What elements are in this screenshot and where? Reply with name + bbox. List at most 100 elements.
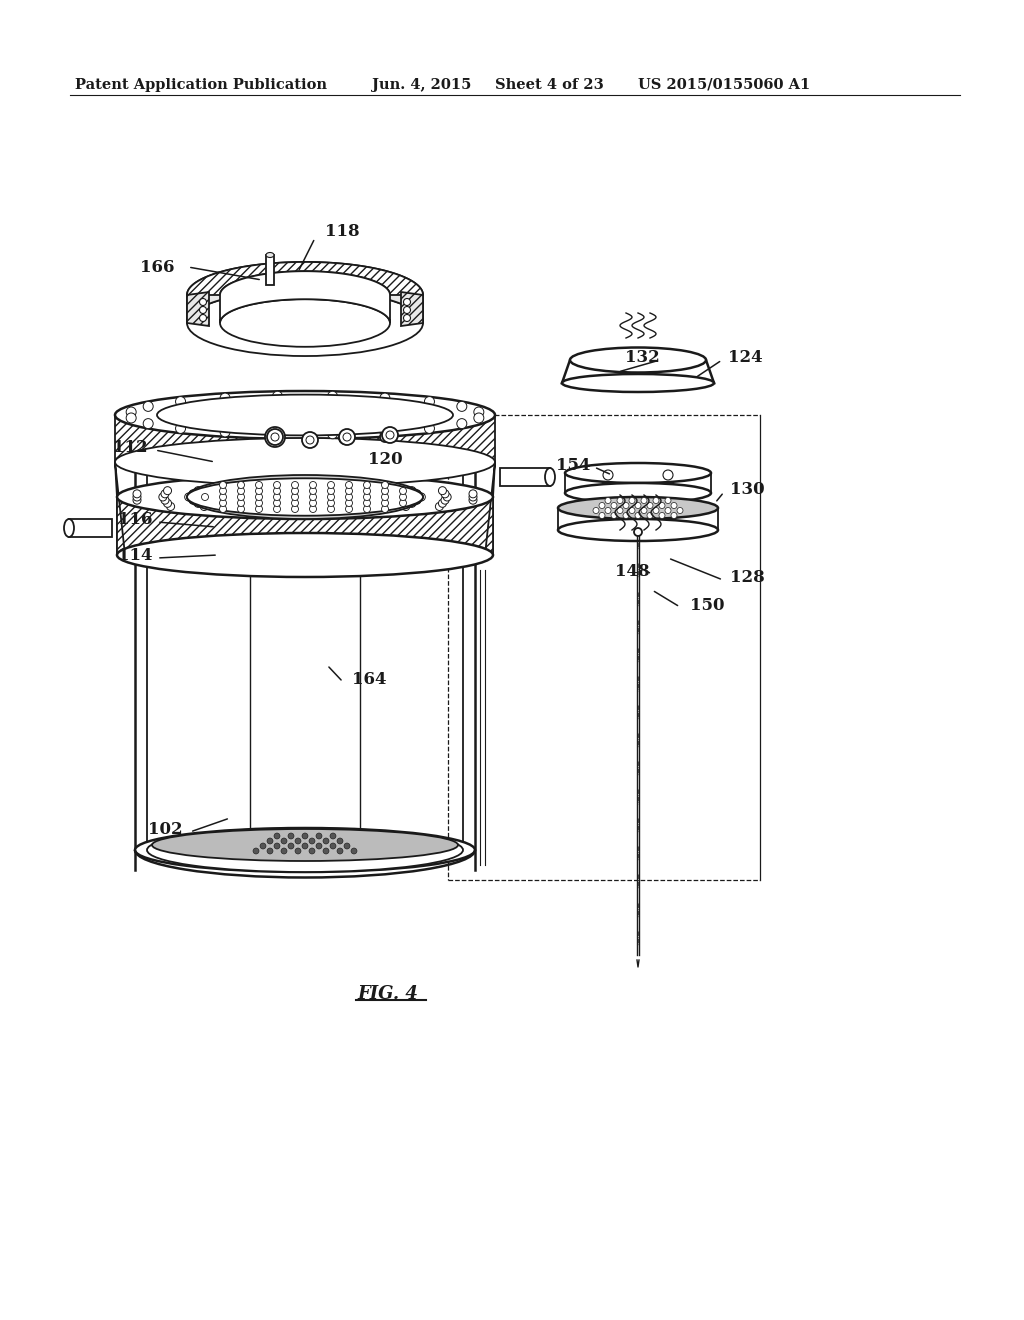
Text: 112: 112 bbox=[114, 440, 148, 457]
Text: 118: 118 bbox=[325, 223, 359, 240]
Circle shape bbox=[273, 494, 281, 500]
Circle shape bbox=[200, 314, 207, 322]
Circle shape bbox=[611, 503, 617, 508]
Circle shape bbox=[273, 499, 281, 507]
Circle shape bbox=[369, 503, 376, 511]
Circle shape bbox=[347, 487, 355, 495]
Circle shape bbox=[380, 393, 390, 403]
Circle shape bbox=[220, 393, 230, 403]
Circle shape bbox=[256, 494, 262, 500]
Ellipse shape bbox=[570, 347, 706, 372]
Circle shape bbox=[364, 487, 371, 495]
Circle shape bbox=[237, 492, 245, 502]
Ellipse shape bbox=[187, 475, 423, 519]
Circle shape bbox=[441, 496, 449, 504]
Circle shape bbox=[611, 512, 617, 519]
Circle shape bbox=[309, 506, 316, 512]
Circle shape bbox=[653, 498, 659, 503]
Circle shape bbox=[385, 496, 393, 504]
Circle shape bbox=[274, 833, 280, 840]
Circle shape bbox=[309, 487, 316, 495]
Circle shape bbox=[301, 503, 309, 511]
Text: 120: 120 bbox=[368, 451, 402, 469]
Text: 166: 166 bbox=[140, 259, 175, 276]
Circle shape bbox=[271, 433, 279, 441]
Circle shape bbox=[220, 426, 230, 437]
Circle shape bbox=[603, 470, 613, 480]
Circle shape bbox=[265, 426, 285, 447]
Circle shape bbox=[295, 847, 301, 854]
Circle shape bbox=[337, 847, 343, 854]
Text: 114: 114 bbox=[118, 546, 152, 564]
Circle shape bbox=[391, 492, 399, 502]
Circle shape bbox=[329, 490, 337, 498]
Polygon shape bbox=[69, 519, 112, 537]
Circle shape bbox=[345, 494, 352, 500]
Circle shape bbox=[274, 843, 280, 849]
Circle shape bbox=[255, 499, 263, 507]
Circle shape bbox=[378, 499, 385, 507]
Circle shape bbox=[382, 487, 388, 495]
Ellipse shape bbox=[266, 252, 274, 257]
Text: 124: 124 bbox=[728, 350, 763, 367]
Circle shape bbox=[653, 507, 659, 513]
Circle shape bbox=[647, 503, 653, 508]
Circle shape bbox=[184, 492, 193, 502]
Circle shape bbox=[281, 838, 287, 843]
Circle shape bbox=[159, 492, 167, 502]
Circle shape bbox=[593, 507, 599, 513]
Circle shape bbox=[441, 490, 449, 498]
Circle shape bbox=[399, 499, 407, 507]
Circle shape bbox=[401, 503, 410, 511]
Circle shape bbox=[385, 490, 393, 498]
Circle shape bbox=[133, 496, 141, 504]
Circle shape bbox=[659, 512, 665, 519]
Circle shape bbox=[344, 843, 350, 849]
Circle shape bbox=[267, 838, 273, 843]
Text: 132: 132 bbox=[626, 350, 660, 367]
Polygon shape bbox=[115, 414, 495, 462]
Circle shape bbox=[418, 492, 425, 502]
Circle shape bbox=[245, 490, 253, 498]
Circle shape bbox=[399, 487, 407, 495]
Circle shape bbox=[272, 391, 283, 401]
Circle shape bbox=[323, 847, 329, 854]
Circle shape bbox=[292, 499, 299, 507]
Circle shape bbox=[302, 432, 318, 447]
Circle shape bbox=[292, 506, 299, 512]
Circle shape bbox=[382, 506, 388, 512]
Circle shape bbox=[175, 396, 185, 407]
Circle shape bbox=[273, 506, 281, 512]
Circle shape bbox=[605, 498, 611, 503]
Circle shape bbox=[301, 490, 309, 498]
Circle shape bbox=[634, 528, 642, 536]
Circle shape bbox=[161, 496, 169, 504]
Circle shape bbox=[623, 503, 629, 508]
Circle shape bbox=[425, 396, 434, 407]
Circle shape bbox=[340, 492, 348, 502]
Circle shape bbox=[617, 498, 623, 503]
Circle shape bbox=[200, 298, 207, 305]
Polygon shape bbox=[220, 271, 390, 323]
Circle shape bbox=[403, 298, 411, 305]
Circle shape bbox=[189, 496, 197, 504]
Circle shape bbox=[167, 503, 175, 511]
Circle shape bbox=[164, 487, 172, 495]
Circle shape bbox=[217, 496, 225, 504]
Ellipse shape bbox=[558, 519, 718, 541]
Ellipse shape bbox=[187, 478, 423, 516]
Text: 164: 164 bbox=[352, 672, 386, 689]
Circle shape bbox=[671, 512, 677, 519]
Circle shape bbox=[345, 499, 352, 507]
Circle shape bbox=[281, 847, 287, 854]
Circle shape bbox=[328, 429, 338, 438]
Circle shape bbox=[295, 838, 301, 843]
Circle shape bbox=[255, 487, 263, 495]
Circle shape bbox=[641, 498, 647, 503]
Circle shape bbox=[219, 499, 226, 507]
Circle shape bbox=[304, 434, 316, 446]
Circle shape bbox=[425, 424, 434, 433]
Circle shape bbox=[335, 503, 343, 511]
Circle shape bbox=[629, 498, 635, 503]
Circle shape bbox=[189, 490, 197, 498]
